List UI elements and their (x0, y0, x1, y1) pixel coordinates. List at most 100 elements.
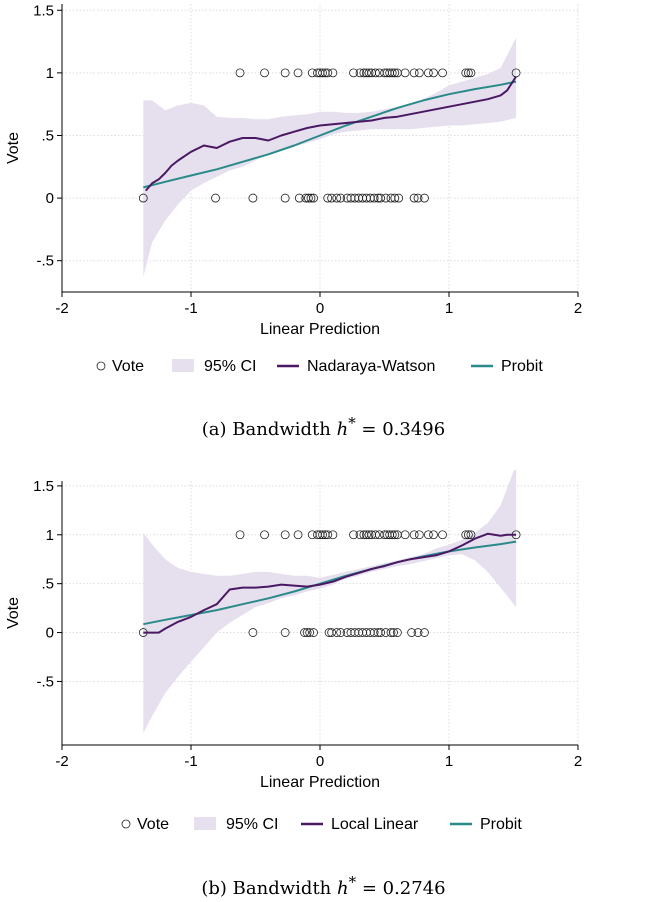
b-vote-point (438, 530, 447, 540)
b-vote-point (407, 628, 416, 637)
b-legend-vote-label: Vote (137, 816, 169, 833)
a-legend-probit-label: Probit (501, 358, 543, 375)
a-vote-point (235, 68, 245, 78)
b-legend-ci-label: 95% CI (226, 816, 278, 833)
b-vote-point (323, 530, 333, 540)
b-vote-point (355, 530, 365, 540)
b-vote-point (305, 628, 315, 637)
b-x-tick-label: 0 (316, 753, 324, 770)
a-legend-ci-swatch (172, 359, 194, 372)
a-x-tick-label: -2 (55, 300, 68, 317)
b-vote-point (392, 628, 402, 637)
a-vote-point (323, 193, 333, 203)
b-vote-point (466, 530, 476, 540)
b-vote-point (309, 628, 318, 637)
a-vote-point (438, 68, 447, 78)
a-vote-point (429, 68, 438, 78)
b-vote-point (390, 530, 400, 540)
a-vote-point (423, 68, 433, 78)
a-y-axis-title: Vote (5, 132, 22, 164)
a-vote-point (466, 68, 476, 78)
a-x-tick-label: 2 (574, 300, 582, 317)
a-vote-point (332, 193, 342, 203)
a-y-tick-label: 1 (46, 65, 54, 82)
a-y-tick-label: 0 (46, 190, 54, 207)
a-vote-point (413, 193, 423, 203)
a-y-tick-label: .5 (41, 127, 54, 144)
b-vote-point (293, 530, 303, 540)
b-vote-point (463, 530, 473, 540)
a-vote-point (409, 68, 419, 78)
b-legend-probit-label: Probit (480, 816, 522, 833)
a-vote-point (390, 68, 400, 78)
a-vote-point (323, 68, 333, 78)
caption-a-var: h (336, 419, 349, 440)
b-vote-point (327, 628, 337, 637)
caption-b-suffix: = 0.2746 (356, 878, 446, 899)
a-vote-point (306, 193, 316, 203)
a-vote-point (381, 193, 391, 203)
chart-panel-b: 1.5 1.5 0 -.5 -2 -1 0 1 2 Linear Prediction Vote Vo… (0, 464, 647, 902)
a-legend-smoother-label: Nadaraya-Watson (307, 358, 435, 375)
b-x-tick-label: -1 (184, 753, 197, 770)
b-y-tick-label: 0 (46, 625, 54, 642)
b-ci-band (143, 464, 517, 734)
a-vote-point (355, 68, 365, 78)
b-vote-point (248, 628, 258, 637)
b-vote-point (400, 530, 410, 540)
a-vote-point (138, 193, 148, 203)
caption-b-prefix: (b) Bandwidth (201, 878, 337, 899)
b-vote-point (302, 628, 312, 637)
b-vote-point (280, 628, 290, 637)
caption-b: (b) Bandwidth h* = 0.2746 (0, 873, 647, 899)
b-x-tick-label: 1 (445, 753, 453, 770)
b-vote-point (300, 628, 309, 637)
b-vote-point (376, 628, 386, 637)
a-x-tick-label: 1 (445, 300, 453, 317)
b-vote-point (349, 530, 358, 540)
a-x-tick-label: 0 (316, 300, 324, 317)
b-legend-vote-marker (121, 819, 131, 829)
a-vote-point (376, 193, 386, 203)
b-y-axis-title: Vote (5, 597, 22, 629)
b-y-tick-label: 1 (46, 527, 54, 544)
a-vote-point (463, 68, 473, 78)
b-vote-point (414, 530, 424, 540)
a-vote-point (303, 193, 313, 203)
a-vote-point (461, 68, 471, 78)
a-vote-point (369, 193, 379, 203)
b-vote-point (369, 628, 379, 637)
caption-a-suffix: = 0.3496 (355, 419, 446, 440)
b-legend-smoother-label: Local Linear (331, 816, 419, 833)
a-ci-band (143, 37, 517, 277)
a-y-tick-label: 1.5 (33, 2, 54, 19)
a-legend-ci-label: 95% CI (204, 358, 256, 375)
b-vote-point (461, 530, 471, 540)
a-smoother-line (145, 76, 517, 192)
a-vote-point (400, 68, 410, 78)
b-vote-point (332, 628, 342, 637)
b-vote-point (336, 628, 346, 637)
a-vote-point (211, 193, 220, 203)
a-vote-point (414, 68, 424, 78)
b-vote-point (280, 530, 290, 540)
b-vote-point (318, 530, 327, 540)
a-vote-point (318, 68, 327, 78)
b-vote-point (387, 530, 397, 540)
a-vote-point (309, 193, 318, 203)
a-vote-point (328, 68, 338, 78)
a-vote-point (336, 193, 346, 203)
b-y-tick-label: -.5 (36, 673, 54, 690)
a-vote-point (387, 68, 397, 78)
b-smoother-line (143, 532, 517, 634)
b-probit-line (143, 540, 517, 626)
a-vote-point (364, 68, 374, 78)
b-vote-point (409, 530, 419, 540)
a-vote-point (371, 68, 380, 78)
b-vote-point (364, 530, 374, 540)
caption-a: (a) Bandwidth h* = 0.3496 (0, 414, 647, 440)
b-x-tick-label: 2 (574, 753, 582, 770)
a-legend-vote-label: Vote (112, 358, 144, 375)
chart-panel-a: 1.5 1.5 0 -.5 -2 -1 0 1 2 Linear Prediction Vote Vo… (0, 2, 647, 440)
a-vote-point (409, 193, 419, 203)
